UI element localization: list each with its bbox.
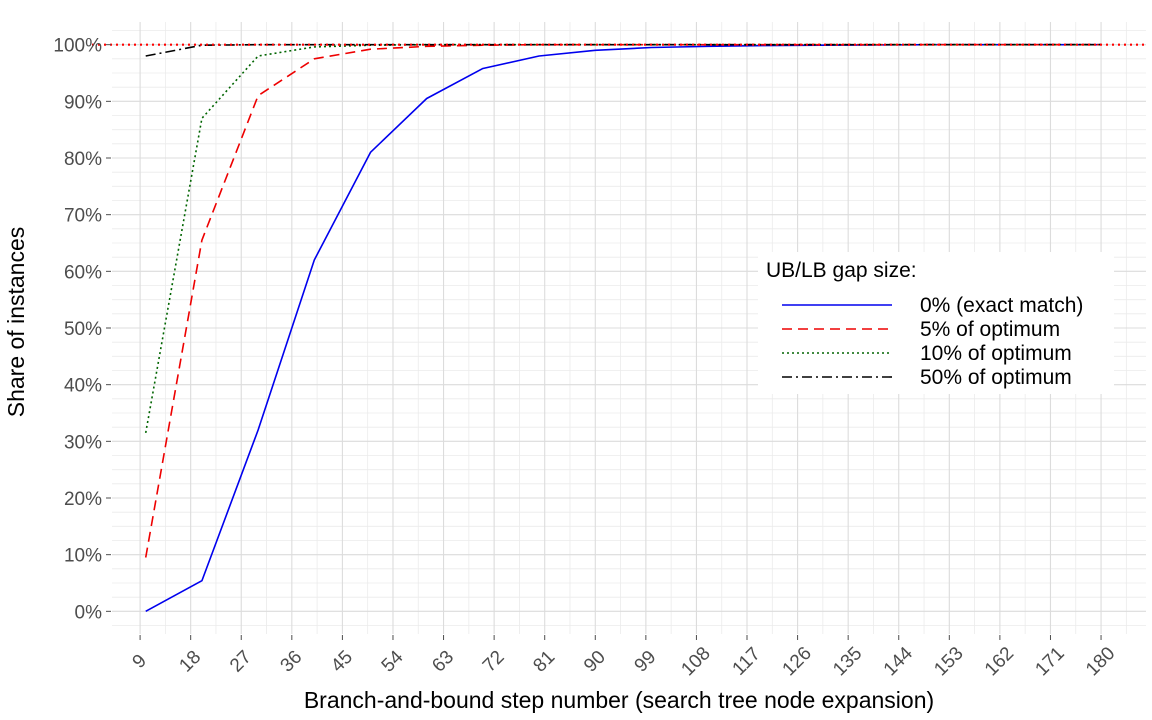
x-tick-label: 144 — [880, 643, 918, 681]
y-tick-label: 70% — [64, 206, 102, 227]
x-tick-label: 27 — [226, 647, 256, 677]
y-tick-label: 40% — [64, 376, 102, 397]
x-tick-label: 18 — [175, 647, 205, 677]
series-line-1 — [144, 43, 1102, 558]
legend-label-2: 10% of optimum — [920, 342, 1072, 365]
series-line-3 — [145, 43, 1102, 57]
x-tick-label: 54 — [378, 646, 408, 676]
legend-label-0: 0% (exact match) — [920, 294, 1083, 317]
y-tick-label: 20% — [64, 489, 102, 510]
x-tick-label: 72 — [479, 647, 509, 677]
x-tick-label: 153 — [930, 643, 967, 680]
legend: UB/LB gap size: 0% (exact match)5% of op… — [758, 252, 1114, 394]
series-line-2 — [144, 43, 1102, 433]
x-tick-label: 108 — [677, 643, 714, 680]
legend-background — [758, 252, 1114, 394]
x-axis-ticks: 9 18 27 36 45 54 63 72 81 90 99 108 117 126 135 144 153 1… — [129, 635, 1119, 681]
x-tick-label: 99 — [631, 647, 661, 677]
series-layer — [144, 43, 1102, 613]
x-tick-label: 45 — [327, 647, 357, 677]
legend-label-1: 5% of optimum — [920, 318, 1060, 341]
legend-title: UB/LB gap size: — [766, 259, 917, 282]
y-tick-label: 60% — [64, 262, 102, 283]
x-tick-label: 180 — [1082, 643, 1119, 680]
y-axis-ticks: 0% 10% 20% 30% 40% 50% 60% 70% 80% 90% 100% — [53, 36, 111, 623]
y-tick-label: 30% — [64, 432, 102, 453]
x-axis-title: Branch-and-bound step number (search tre… — [304, 687, 934, 713]
x-tick-label: 81 — [529, 647, 559, 677]
x-tick-label: 9 — [129, 650, 151, 672]
x-tick-label: 90 — [580, 647, 610, 677]
x-tick-label: 162 — [981, 643, 1018, 680]
y-tick-label: 50% — [64, 319, 102, 340]
y-tick-label: 0% — [75, 602, 103, 623]
x-tick-label: 36 — [277, 647, 307, 677]
y-tick-label: 90% — [64, 92, 102, 113]
legend-label-3: 50% of optimum — [920, 366, 1072, 389]
y-tick-label: 100% — [53, 36, 102, 57]
y-axis-title: Share of instances — [3, 227, 29, 418]
y-tick-label: 10% — [64, 546, 102, 567]
x-tick-label: 135 — [829, 643, 866, 680]
x-tick-label: 126 — [779, 643, 816, 680]
x-tick-label: 171 — [1031, 643, 1068, 680]
x-tick-label: 63 — [428, 647, 458, 677]
x-tick-label: 117 — [729, 644, 765, 680]
y-tick-label: 80% — [64, 149, 102, 170]
